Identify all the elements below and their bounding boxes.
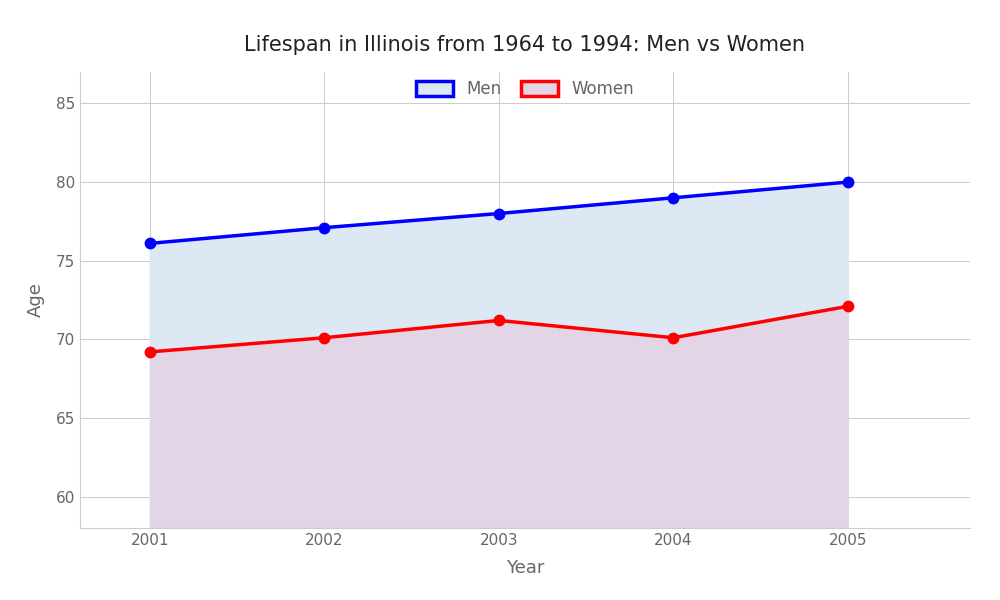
Y-axis label: Age: Age (27, 283, 45, 317)
X-axis label: Year: Year (506, 559, 544, 577)
Legend: Men, Women: Men, Women (416, 80, 634, 98)
Title: Lifespan in Illinois from 1964 to 1994: Men vs Women: Lifespan in Illinois from 1964 to 1994: … (244, 35, 806, 55)
